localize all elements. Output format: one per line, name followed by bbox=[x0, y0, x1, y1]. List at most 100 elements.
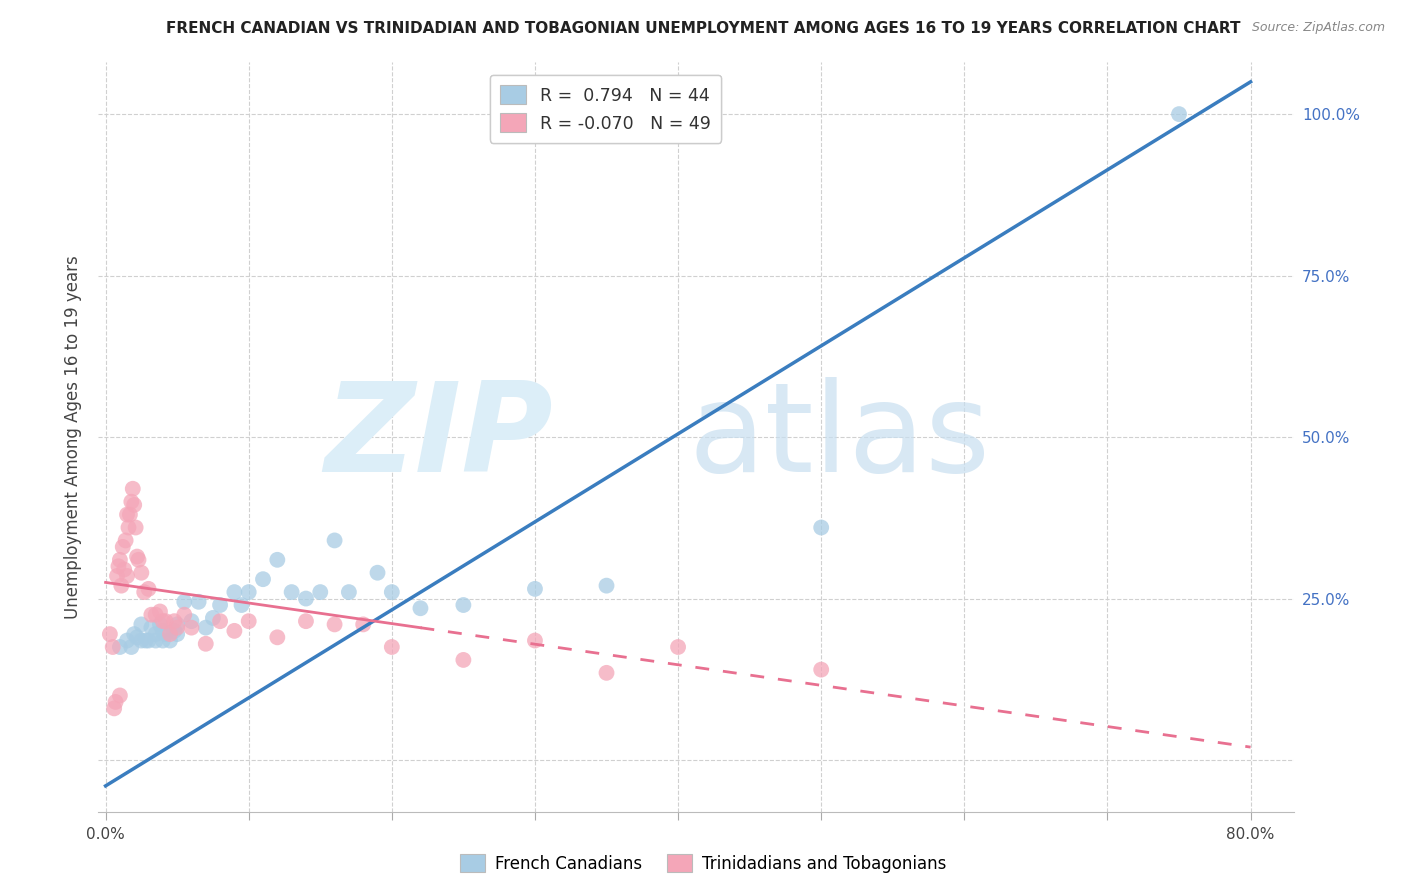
Point bbox=[152, 614, 174, 628]
Point bbox=[224, 585, 246, 599]
Y-axis label: Unemployment Among Ages 16 to 19 years: Unemployment Among Ages 16 to 19 years bbox=[63, 255, 82, 619]
Point bbox=[238, 585, 260, 599]
Point bbox=[163, 614, 186, 628]
Point bbox=[367, 566, 389, 580]
Point bbox=[159, 633, 181, 648]
Point bbox=[266, 553, 288, 567]
Point bbox=[125, 630, 148, 644]
Point bbox=[145, 627, 167, 641]
Point bbox=[152, 624, 174, 638]
Point bbox=[352, 617, 374, 632]
Point bbox=[266, 630, 288, 644]
Point bbox=[115, 508, 138, 522]
Text: ZIP: ZIP bbox=[323, 376, 553, 498]
Point bbox=[122, 498, 145, 512]
Point bbox=[135, 633, 157, 648]
Point bbox=[131, 566, 153, 580]
Point bbox=[131, 617, 153, 632]
Point bbox=[453, 653, 475, 667]
Point bbox=[166, 627, 188, 641]
Point bbox=[120, 494, 142, 508]
Point bbox=[194, 637, 217, 651]
Point bbox=[112, 562, 135, 576]
Point bbox=[173, 595, 195, 609]
Point bbox=[381, 585, 404, 599]
Point bbox=[180, 621, 202, 635]
Point bbox=[110, 579, 132, 593]
Point bbox=[323, 533, 346, 548]
Point bbox=[194, 621, 217, 635]
Legend: French Canadians, Trinidadians and Tobagonians: French Canadians, Trinidadians and Tobag… bbox=[453, 847, 953, 880]
Point bbox=[108, 640, 131, 654]
Point bbox=[101, 640, 124, 654]
Point bbox=[224, 624, 246, 638]
Point bbox=[98, 627, 121, 641]
Point bbox=[238, 614, 260, 628]
Point bbox=[128, 553, 150, 567]
Point bbox=[114, 533, 136, 548]
Point bbox=[209, 598, 232, 612]
Point bbox=[107, 559, 129, 574]
Point bbox=[180, 614, 202, 628]
Point bbox=[124, 520, 146, 534]
Point bbox=[523, 582, 546, 596]
Point bbox=[117, 520, 139, 534]
Point bbox=[118, 508, 141, 522]
Point bbox=[120, 640, 142, 654]
Point bbox=[145, 607, 167, 622]
Point bbox=[163, 624, 186, 638]
Point bbox=[409, 601, 432, 615]
Point bbox=[103, 701, 125, 715]
Point bbox=[523, 633, 546, 648]
Text: atlas: atlas bbox=[689, 376, 990, 498]
Point bbox=[187, 595, 209, 609]
Point bbox=[810, 663, 832, 677]
Point bbox=[145, 633, 167, 648]
Point bbox=[231, 598, 253, 612]
Point bbox=[152, 633, 174, 648]
Point bbox=[149, 605, 172, 619]
Point bbox=[105, 569, 128, 583]
Point bbox=[295, 614, 318, 628]
Text: FRENCH CANADIAN VS TRINIDADIAN AND TOBAGONIAN UNEMPLOYMENT AMONG AGES 16 TO 19 Y: FRENCH CANADIAN VS TRINIDADIAN AND TOBAG… bbox=[166, 21, 1240, 36]
Point bbox=[209, 614, 232, 628]
Point bbox=[173, 607, 195, 622]
Point bbox=[1168, 107, 1191, 121]
Point bbox=[138, 582, 160, 596]
Point bbox=[252, 572, 274, 586]
Point bbox=[166, 617, 188, 632]
Point bbox=[159, 627, 181, 641]
Point bbox=[115, 633, 138, 648]
Point bbox=[149, 617, 172, 632]
Point bbox=[115, 569, 138, 583]
Point bbox=[666, 640, 689, 654]
Point bbox=[131, 633, 153, 648]
Text: Source: ZipAtlas.com: Source: ZipAtlas.com bbox=[1251, 21, 1385, 34]
Point bbox=[155, 627, 177, 641]
Point bbox=[104, 695, 127, 709]
Point bbox=[108, 689, 131, 703]
Point bbox=[108, 553, 131, 567]
Point bbox=[111, 540, 134, 554]
Point bbox=[122, 627, 145, 641]
Point bbox=[453, 598, 475, 612]
Point bbox=[125, 549, 148, 564]
Point bbox=[141, 621, 163, 635]
Point bbox=[134, 585, 156, 599]
Point bbox=[166, 621, 188, 635]
Point bbox=[141, 607, 163, 622]
Point bbox=[121, 482, 143, 496]
Point bbox=[323, 617, 346, 632]
Point bbox=[309, 585, 332, 599]
Point bbox=[810, 520, 832, 534]
Point bbox=[138, 633, 160, 648]
Point bbox=[295, 591, 318, 606]
Point bbox=[595, 665, 617, 680]
Point bbox=[381, 640, 404, 654]
Point bbox=[337, 585, 360, 599]
Point bbox=[280, 585, 302, 599]
Point bbox=[155, 614, 177, 628]
Point bbox=[201, 611, 224, 625]
Legend: R =  0.794   N = 44, R = -0.070   N = 49: R = 0.794 N = 44, R = -0.070 N = 49 bbox=[489, 75, 721, 143]
Point bbox=[595, 579, 617, 593]
